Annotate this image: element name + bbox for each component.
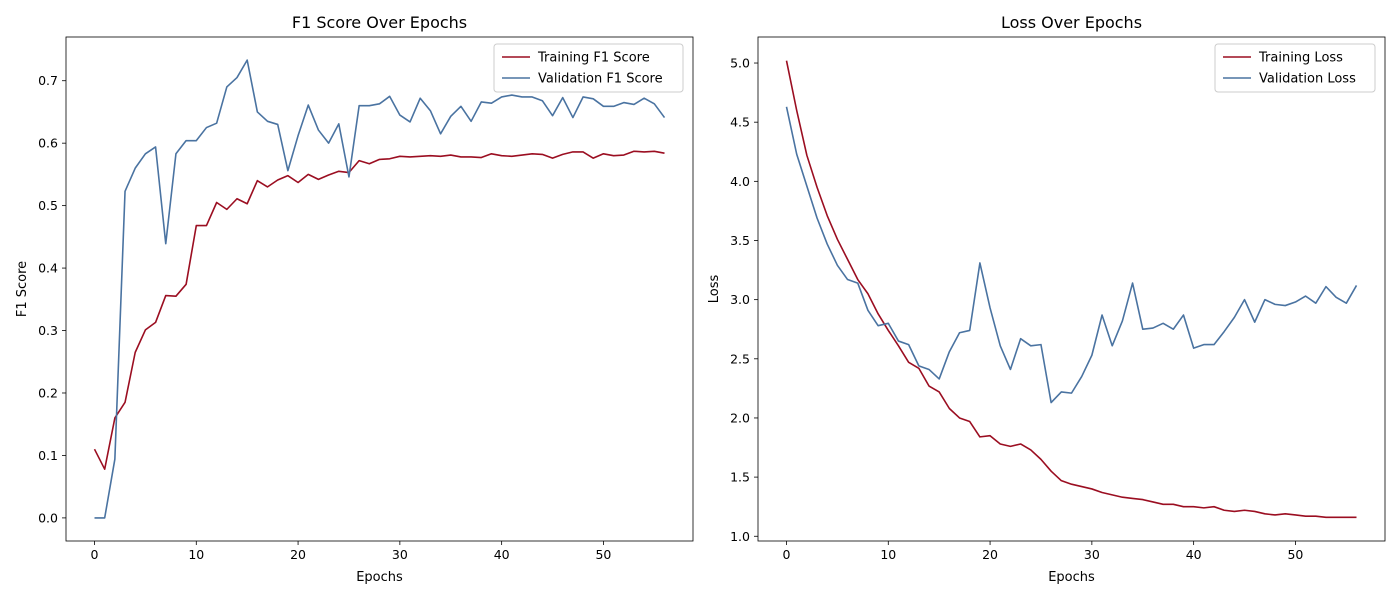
legend-box	[1214, 43, 1376, 93]
y-tick-label: 0.3	[38, 323, 58, 338]
chart-title: F1 Score Over Epochs	[292, 13, 467, 32]
x-tick-label: 20	[290, 547, 306, 562]
series-line-1	[785, 106, 1358, 404]
legend-label: Validation Loss	[1259, 72, 1356, 87]
legend-label: Validation F1 Score	[538, 72, 663, 87]
legend: Training F1 Score Validation F1 Score	[493, 43, 684, 93]
legend-label: Training F1 Score	[537, 51, 650, 66]
legend: Training Loss Validation Loss	[1214, 43, 1376, 93]
x-tick-label: 50	[1287, 547, 1303, 562]
y-tick-label: 0.1	[38, 448, 58, 463]
y-tick-label: 4.0	[730, 174, 750, 189]
x-tick-label: 40	[494, 547, 510, 562]
legend-box	[493, 43, 684, 93]
x-tick-label: 10	[188, 547, 204, 562]
y-tick-label: 1.0	[730, 529, 750, 544]
series-line-0	[785, 60, 1357, 519]
y-tick-label: 0.6	[38, 136, 58, 151]
y-tick-label: 4.5	[730, 115, 750, 130]
y-tick-label: 2.0	[730, 410, 750, 425]
legend-label: Training Loss	[1258, 51, 1343, 66]
y-tick-label: 0.4	[38, 261, 58, 276]
x-tick-label: 10	[880, 547, 896, 562]
y-axis-label: F1 Score	[15, 261, 30, 317]
y-tick-label: 0.7	[38, 73, 58, 88]
x-axis-label: Epochs	[356, 570, 403, 585]
y-tick-label: 2.5	[730, 351, 750, 366]
y-tick-label: 5.0	[730, 56, 750, 71]
y-tick-label: 0.0	[38, 510, 58, 525]
chart-title: Loss Over Epochs	[1001, 13, 1142, 32]
y-axis-label: Loss	[707, 275, 722, 304]
x-tick-label: 30	[1084, 547, 1100, 562]
x-tick-label: 30	[392, 547, 408, 562]
y-tick-label: 3.0	[730, 292, 750, 307]
x-tick-label: 50	[595, 547, 611, 562]
y-tick-label: 0.2	[38, 385, 58, 400]
x-tick-label: 0	[91, 547, 99, 562]
x-tick-label: 20	[982, 547, 998, 562]
x-axis-label: Epochs	[1048, 570, 1095, 585]
y-tick-label: 3.5	[730, 233, 750, 248]
x-tick-label: 40	[1186, 547, 1202, 562]
plot-frame	[757, 36, 1386, 542]
plot-frame	[65, 36, 694, 542]
x-tick-label: 0	[783, 547, 791, 562]
series-line-0	[93, 150, 665, 470]
f1-score-chart: F1 Score Over Epochs 0 10 20 30 40 50 0.0 0.1 0.2…	[15, 13, 694, 585]
y-tick-label: 1.5	[730, 470, 750, 485]
loss-chart: Loss Over Epochs 0 10 20 30 40 50 1.0 1.5 2.0 2.5 3…	[707, 13, 1386, 585]
y-tick-label: 0.5	[38, 198, 58, 213]
series-line-1	[94, 59, 666, 519]
